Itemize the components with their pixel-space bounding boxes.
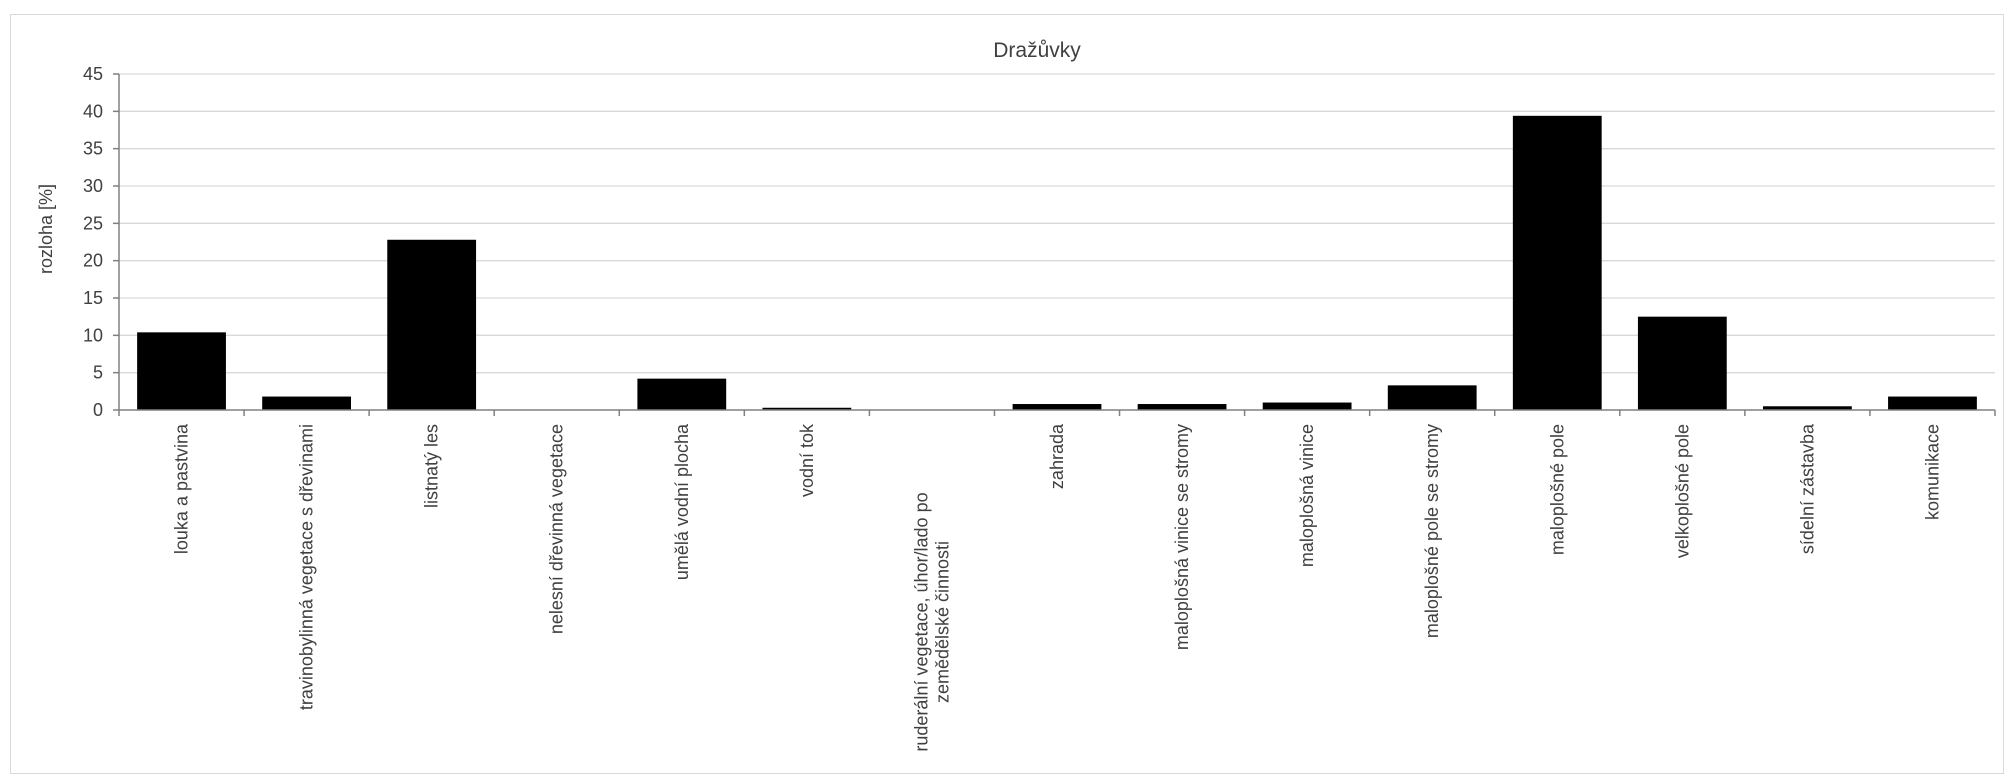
bar [1387, 385, 1477, 410]
x-tick-label-line: maloplošné pole [1547, 424, 1567, 555]
x-tick-label-line: ruderální vegetace, úhor/lado po [911, 492, 931, 751]
bar [762, 407, 852, 410]
x-tick-label-line: louka a pastvina [172, 423, 192, 554]
x-tick-label: komunikace [1922, 424, 1942, 520]
y-axis-title: rozloha [%] [36, 184, 56, 274]
bar [1012, 404, 1102, 410]
bar [1137, 404, 1227, 410]
x-tick-label: vodní tok [797, 423, 817, 497]
x-tick-label: umělá vodní plocha [672, 423, 692, 580]
x-tick-label-line: velkoplošné pole [1672, 424, 1692, 558]
x-tick-label: maloplošná vinice [1297, 424, 1317, 567]
x-tick-label-line: maloplošná vinice [1297, 424, 1317, 567]
bar [637, 378, 727, 410]
x-tick-label: louka a pastvina [172, 423, 192, 554]
y-tick-labels: 0 5 10 15 20 25 30 35 40 45 [83, 64, 103, 420]
y-tick-label: 5 [93, 363, 103, 383]
y-tick-label: 10 [83, 325, 103, 345]
x-tick-label: ruderální vegetace, úhor/lado pozeměděls… [911, 492, 952, 751]
x-tick-label: zahrada [1047, 423, 1067, 489]
x-tick-label: listnatý les [422, 424, 442, 508]
bar [262, 396, 351, 410]
x-tick-label-line: zahrada [1047, 423, 1067, 489]
bar [1512, 115, 1602, 411]
bar [387, 239, 477, 410]
bar [1888, 396, 1977, 410]
y-tick-label: 40 [83, 101, 103, 121]
x-tick-label-line: umělá vodní plocha [672, 423, 692, 580]
y-tick-label: 0 [93, 400, 103, 420]
x-tick-label-line: zemědělské činnosti [932, 541, 952, 703]
chart-title: Dražůvky [993, 39, 1081, 62]
y-tick-label: 20 [83, 251, 103, 271]
x-tick-label: maloplošné pole se stromy [1422, 424, 1442, 638]
y-tick-label: 45 [83, 64, 103, 84]
x-tick-label-line: listnatý les [422, 424, 442, 508]
y-tick-label: 35 [83, 139, 103, 159]
axes [113, 73, 1996, 416]
bar [1763, 406, 1852, 410]
bar [137, 332, 226, 410]
x-tick-label: travinobylinná vegetace s dřevinami [297, 424, 317, 710]
x-tick-label-line: sídelní zástavba [1797, 423, 1817, 554]
bars [137, 115, 1977, 411]
y-tick-label: 15 [83, 288, 103, 308]
x-tick-label: velkoplošné pole [1672, 424, 1692, 558]
bar [1637, 316, 1727, 410]
x-tick-label-line: nelesní dřevinná vegetace [547, 424, 567, 634]
x-tick-label: sídelní zástavba [1797, 423, 1817, 554]
x-tick-label: maloplošné pole [1547, 424, 1567, 555]
x-tick-label: maloplošná vinice se stromy [1172, 424, 1192, 650]
x-tick-labels: louka a pastvina travinobylinná vegetace … [172, 423, 1943, 751]
y-tick-label: 30 [83, 176, 103, 196]
x-tick-label-line: komunikace [1922, 424, 1942, 520]
y-tick-label: 25 [83, 213, 103, 233]
x-tick-label-line: vodní tok [797, 423, 817, 497]
bar [1262, 402, 1352, 410]
bar-chart: Dražůvky rozloha [%] 051015202530354045 … [36, 39, 1996, 751]
x-tick-label: nelesní dřevinná vegetace [547, 424, 567, 634]
x-tick-label-line: maloplošná vinice se stromy [1172, 424, 1192, 650]
x-tick-label-line: maloplošné pole se stromy [1422, 424, 1442, 638]
x-tick-label-line: travinobylinná vegetace s dřevinami [297, 424, 317, 710]
